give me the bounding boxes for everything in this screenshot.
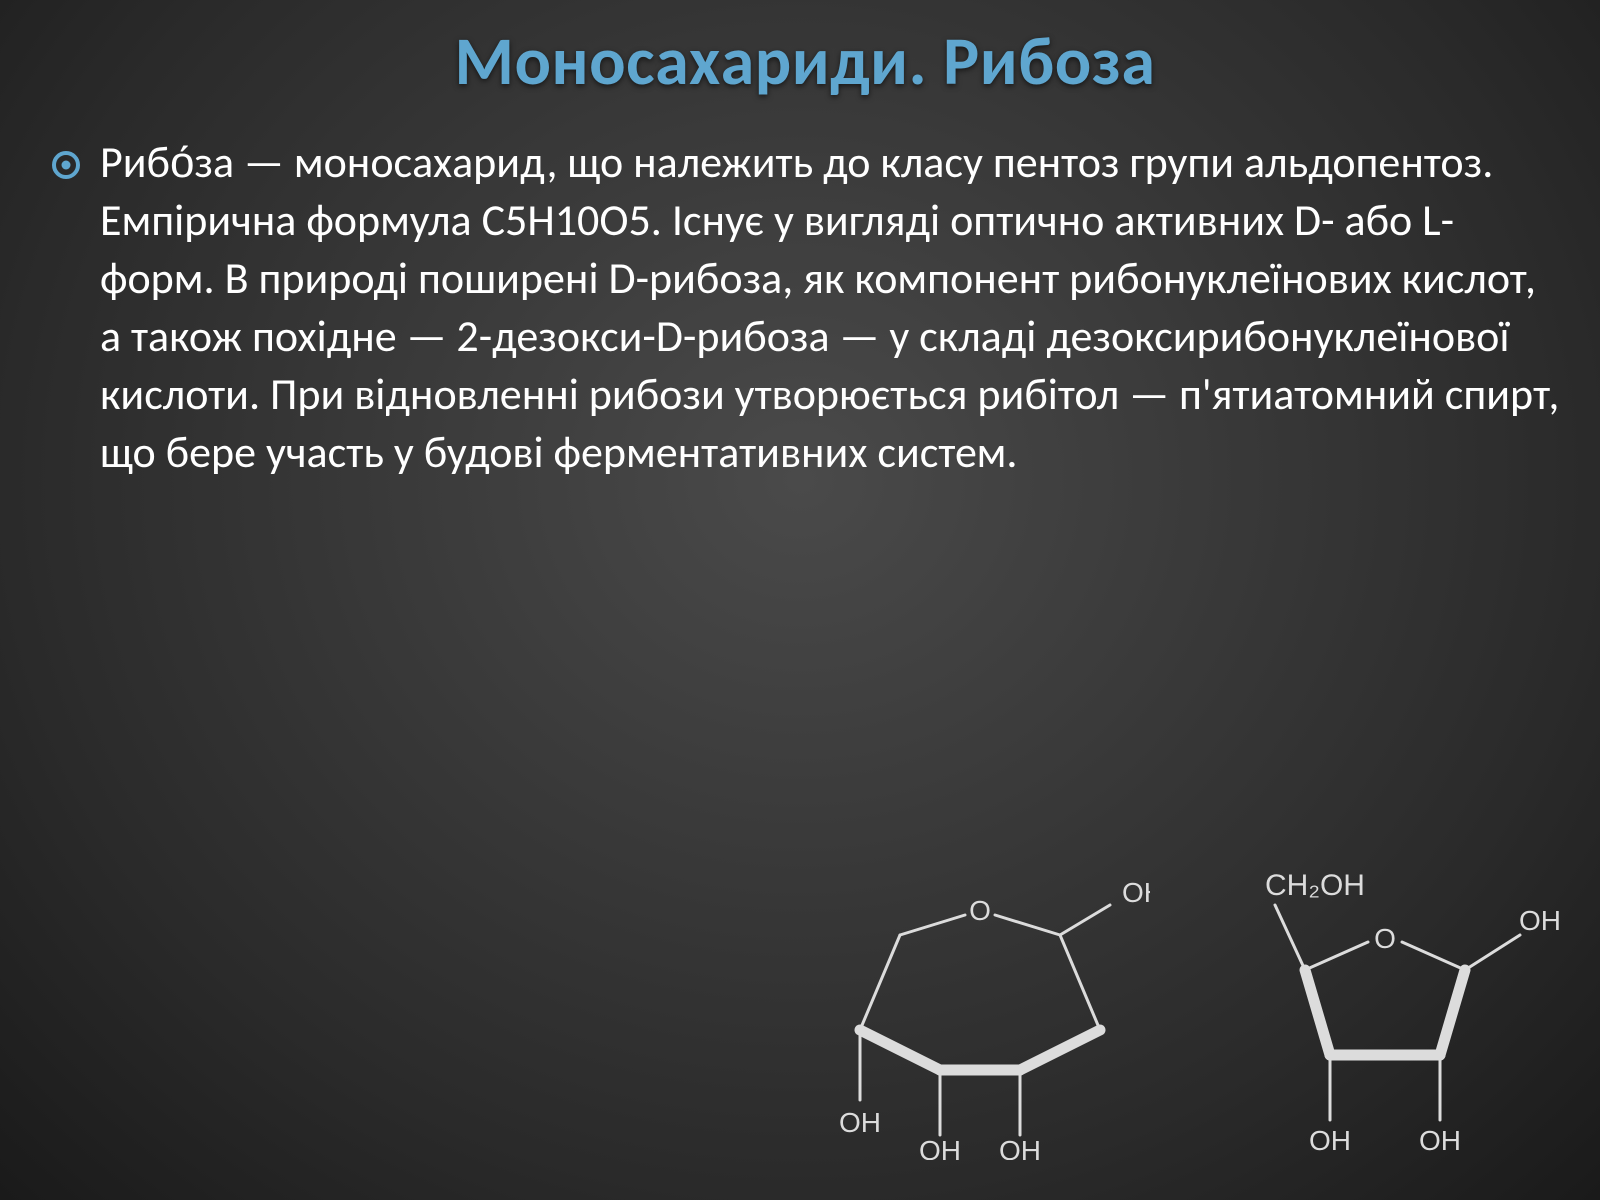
- label-O-ring: O: [1374, 923, 1396, 954]
- ribose-pyranose-diagram: O OH OH OH OH: [810, 860, 1150, 1160]
- label-OH-br: OH: [1419, 1125, 1461, 1156]
- slide: Моносахариди. Рибоза Рибо́за — моносахар…: [0, 0, 1600, 1200]
- label-OH-bl: OH: [1309, 1125, 1351, 1156]
- chemical-diagrams: O OH OH OH OH: [810, 850, 1570, 1160]
- slide-body: Рибо́за — моносахарид, що належить до кл…: [50, 133, 1560, 481]
- label-OH-top: OH: [1122, 877, 1150, 908]
- label-OH-bm: OH: [919, 1135, 961, 1160]
- label-OH-br: OH: [999, 1135, 1041, 1160]
- label-OH-top: OH: [1519, 905, 1561, 936]
- slide-title: Моносахариди. Рибоза: [50, 20, 1560, 103]
- label-CH2OH: CH₂OH: [1265, 869, 1365, 902]
- bullet-ring-icon: [50, 149, 82, 181]
- label-O: O: [969, 895, 991, 926]
- ribose-furanose-diagram: O CH₂OH OH OH OH: [1210, 850, 1570, 1160]
- label-OH-bl: OH: [839, 1107, 881, 1138]
- body-paragraph: Рибо́за — моносахарид, що належить до кл…: [100, 133, 1560, 481]
